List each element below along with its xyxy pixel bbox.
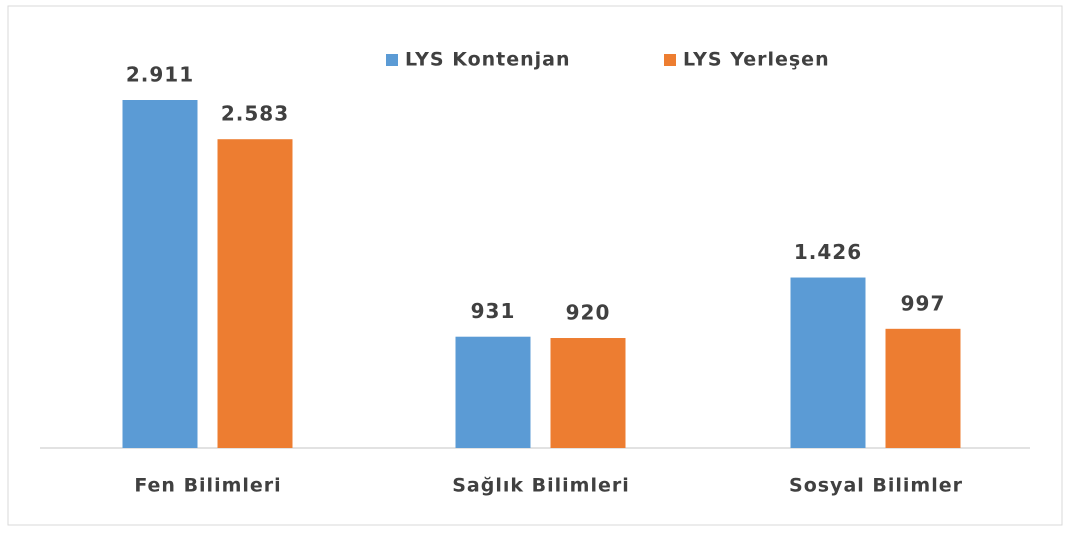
legend-swatch — [664, 54, 676, 66]
data-label: 997 — [901, 291, 946, 315]
legend-swatch — [386, 54, 398, 66]
data-label: 2.583 — [221, 102, 289, 126]
data-label: 2.911 — [126, 63, 194, 87]
x-tick-label: Sosyal Bilimler — [789, 475, 963, 497]
legend-label: LYS Kontenjan — [405, 49, 571, 71]
bar — [217, 139, 293, 448]
data-label: 1.426 — [794, 240, 862, 264]
bar — [455, 336, 531, 448]
data-label: 920 — [566, 301, 611, 325]
x-tick-label: Sağlık Bilimleri — [452, 475, 629, 497]
bar — [122, 100, 198, 448]
legend-label: LYS Yerleşen — [683, 49, 830, 71]
bar — [550, 338, 626, 448]
x-tick-label: Fen Bilimleri — [134, 475, 281, 497]
data-label: 931 — [471, 299, 516, 323]
bar — [885, 328, 961, 448]
bar — [790, 277, 866, 448]
